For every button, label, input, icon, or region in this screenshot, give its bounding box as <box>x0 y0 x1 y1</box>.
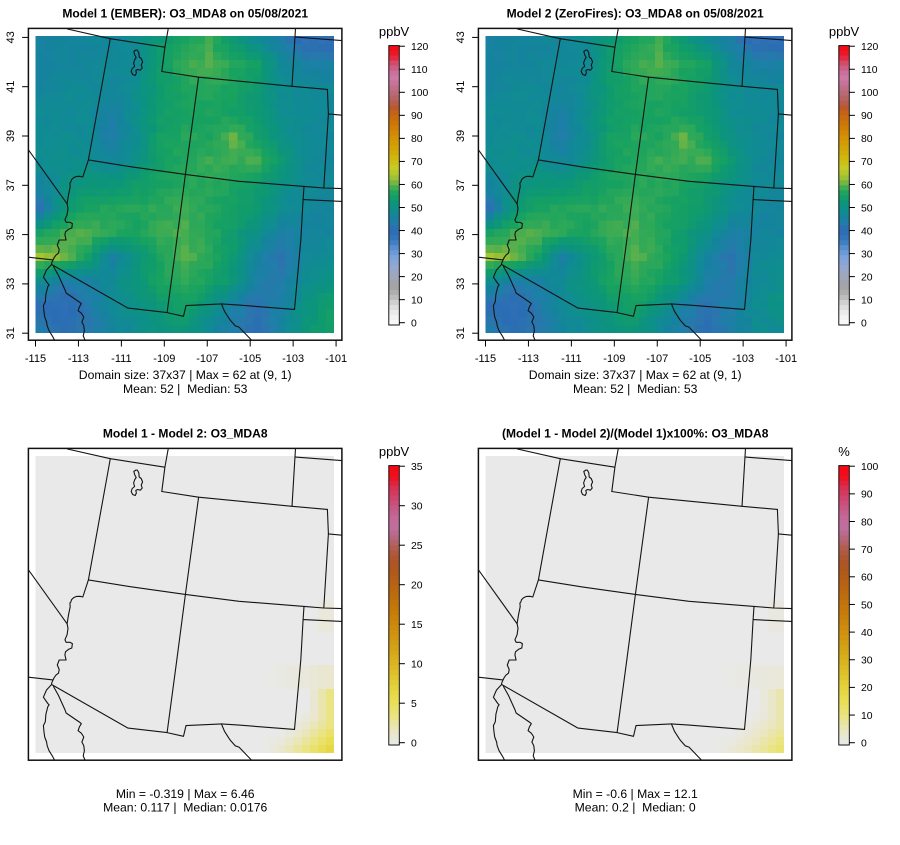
svg-text:0: 0 <box>411 319 417 330</box>
svg-text:41: 41 <box>455 81 467 93</box>
svg-text:80: 80 <box>411 134 423 145</box>
svg-text:-113: -113 <box>518 353 539 365</box>
svg-text:0: 0 <box>861 319 867 330</box>
svg-text:15: 15 <box>411 620 423 631</box>
svg-text:-103: -103 <box>732 353 754 365</box>
svg-text:31: 31 <box>455 327 467 339</box>
svg-text:100: 100 <box>861 88 879 99</box>
svg-text:%: % <box>838 444 850 459</box>
svg-text:5: 5 <box>411 699 417 710</box>
svg-text:-115: -115 <box>25 353 46 365</box>
svg-text:Domain size: 37x37 | Max = 62: Domain size: 37x37 | Max = 62 at (9, 1) <box>529 368 742 382</box>
svg-text:-113: -113 <box>68 353 89 365</box>
svg-text:20: 20 <box>861 683 873 694</box>
svg-text:-101: -101 <box>775 353 797 365</box>
svg-text:-109: -109 <box>153 353 175 365</box>
svg-text:37: 37 <box>455 179 467 191</box>
svg-text:50: 50 <box>861 600 873 611</box>
svg-text:-111: -111 <box>111 353 131 365</box>
svg-text:-115: -115 <box>475 353 496 365</box>
svg-text:90: 90 <box>861 111 873 122</box>
svg-text:37: 37 <box>5 179 17 191</box>
svg-text:10: 10 <box>411 295 423 306</box>
svg-text:-107: -107 <box>196 353 218 365</box>
svg-text:Model 2 (ZeroFires): O3_MDA8 o: Model 2 (ZeroFires): O3_MDA8 on 05/08/20… <box>507 6 764 20</box>
svg-text:100: 100 <box>411 88 429 99</box>
svg-text:30: 30 <box>861 249 873 260</box>
svg-text:Mean: 0.2 | Median: 0: Mean: 0.2 | Median: 0 <box>575 801 696 815</box>
svg-text:31: 31 <box>5 327 17 339</box>
svg-text:41: 41 <box>5 81 17 93</box>
svg-text:35: 35 <box>411 462 423 473</box>
svg-text:100: 100 <box>861 462 879 473</box>
svg-text:43: 43 <box>5 31 17 43</box>
svg-text:60: 60 <box>861 573 873 584</box>
svg-text:50: 50 <box>411 203 423 214</box>
svg-text:-105: -105 <box>239 353 261 365</box>
svg-text:0: 0 <box>411 739 417 750</box>
svg-text:35: 35 <box>455 228 467 240</box>
svg-text:(Model 1 - Model 2)/(Model 1)x: (Model 1 - Model 2)/(Model 1)x100%: O3_M… <box>502 426 769 440</box>
svg-text:80: 80 <box>861 517 873 528</box>
svg-text:120: 120 <box>411 42 429 53</box>
svg-text:Model 1 - Model 2: O3_MDA8: Model 1 - Model 2: O3_MDA8 <box>103 426 268 440</box>
svg-text:70: 70 <box>861 545 873 556</box>
svg-text:-111: -111 <box>561 353 581 365</box>
svg-text:-109: -109 <box>603 353 625 365</box>
svg-text:Domain size: 37x37 | Max = 62: Domain size: 37x37 | Max = 62 at (9, 1) <box>79 368 292 382</box>
svg-text:60: 60 <box>411 180 423 191</box>
svg-text:25: 25 <box>411 541 423 552</box>
svg-text:-107: -107 <box>646 353 668 365</box>
svg-text:40: 40 <box>411 226 423 237</box>
svg-text:40: 40 <box>861 226 873 237</box>
svg-text:Mean: 52 | Median: 53: Mean: 52 | Median: 53 <box>573 382 698 396</box>
svg-text:50: 50 <box>861 203 873 214</box>
svg-text:110: 110 <box>861 65 878 76</box>
svg-text:90: 90 <box>411 111 423 122</box>
svg-text:Min = -0.319 | Max = 6.46: Min = -0.319 | Max = 6.46 <box>116 787 255 801</box>
svg-text:-105: -105 <box>689 353 711 365</box>
svg-text:Min = -0.6 | Max = 12.1: Min = -0.6 | Max = 12.1 <box>573 787 698 801</box>
svg-text:ppbV: ppbV <box>379 24 410 39</box>
svg-text:10: 10 <box>861 295 873 306</box>
svg-text:70: 70 <box>861 157 873 168</box>
svg-text:0: 0 <box>861 739 867 750</box>
svg-text:39: 39 <box>5 130 17 142</box>
svg-text:110: 110 <box>411 65 428 76</box>
svg-text:30: 30 <box>861 656 873 667</box>
svg-text:60: 60 <box>861 180 873 191</box>
svg-text:43: 43 <box>455 31 467 43</box>
svg-text:Model 1 (EMBER): O3_MDA8 on 05: Model 1 (EMBER): O3_MDA8 on 05/08/2021 <box>62 6 308 20</box>
svg-text:70: 70 <box>411 157 423 168</box>
svg-text:-101: -101 <box>325 353 347 365</box>
svg-text:-103: -103 <box>282 353 304 365</box>
svg-text:20: 20 <box>411 581 423 592</box>
svg-text:Mean: 52 | Median: 53: Mean: 52 | Median: 53 <box>123 382 248 396</box>
svg-text:30: 30 <box>411 249 423 260</box>
svg-text:20: 20 <box>861 272 873 283</box>
svg-text:Mean: 0.117 | Median: 0.0176: Mean: 0.117 | Median: 0.0176 <box>103 801 267 815</box>
svg-text:33: 33 <box>5 278 17 290</box>
svg-text:80: 80 <box>861 134 873 145</box>
svg-text:40: 40 <box>861 628 873 639</box>
svg-text:10: 10 <box>861 711 873 722</box>
svg-text:10: 10 <box>411 660 423 671</box>
svg-text:ppbV: ppbV <box>379 444 410 459</box>
svg-text:120: 120 <box>861 42 879 53</box>
svg-text:20: 20 <box>411 272 423 283</box>
svg-text:30: 30 <box>411 502 423 513</box>
svg-text:39: 39 <box>455 130 467 142</box>
svg-text:ppbV: ppbV <box>829 24 860 39</box>
svg-text:90: 90 <box>861 490 873 501</box>
svg-text:35: 35 <box>5 228 17 240</box>
svg-text:33: 33 <box>455 278 467 290</box>
